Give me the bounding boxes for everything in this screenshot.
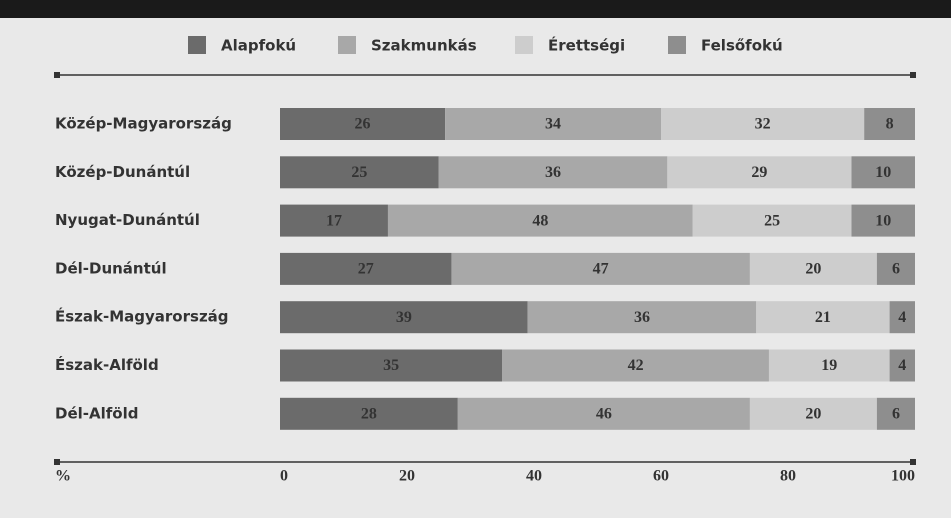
rule-end bbox=[54, 72, 60, 78]
rule-end bbox=[54, 459, 60, 465]
bar-segment bbox=[876, 252, 915, 285]
bar-segment bbox=[889, 301, 915, 334]
value-label: 47 bbox=[593, 261, 609, 278]
bar-segment bbox=[692, 204, 852, 237]
bar-segment bbox=[876, 397, 915, 430]
bar-segment bbox=[502, 349, 769, 382]
bar-segment bbox=[387, 204, 693, 237]
value-label: 20 bbox=[805, 405, 821, 422]
value-label: 4 bbox=[898, 357, 906, 374]
legend-label: Érettségi bbox=[548, 36, 625, 55]
bar-segment bbox=[280, 108, 446, 140]
legend-swatch bbox=[515, 36, 533, 54]
x-tick-label: 40 bbox=[526, 468, 542, 485]
value-label: 10 bbox=[875, 164, 891, 181]
bar-segment bbox=[851, 156, 915, 189]
value-label: 26 bbox=[355, 116, 371, 133]
bar-segment bbox=[280, 397, 458, 430]
value-label: 36 bbox=[634, 309, 650, 326]
legend-label: Alapfokú bbox=[221, 37, 296, 55]
legend-label: Felsőfokú bbox=[701, 37, 783, 55]
bar-segment bbox=[527, 301, 757, 334]
category-label: Észak-Magyarország bbox=[55, 307, 229, 326]
legend-swatch bbox=[668, 36, 686, 54]
bar-segment bbox=[451, 252, 750, 285]
header-band bbox=[0, 0, 951, 18]
value-label: 29 bbox=[751, 164, 767, 181]
rule-end bbox=[910, 72, 916, 78]
value-label: 21 bbox=[815, 309, 831, 326]
legend-label: Szakmunkás bbox=[371, 37, 477, 55]
value-label: 34 bbox=[545, 116, 561, 133]
value-label: 32 bbox=[755, 116, 771, 133]
bar-segment bbox=[445, 108, 661, 140]
value-label: 10 bbox=[875, 212, 891, 229]
x-tick-label: 100 bbox=[891, 468, 915, 485]
bar-segment bbox=[280, 349, 503, 382]
value-label: 4 bbox=[898, 309, 906, 326]
value-label: 36 bbox=[545, 164, 561, 181]
category-label: Dél-Alföld bbox=[55, 404, 138, 422]
value-label: 8 bbox=[886, 116, 894, 133]
x-tick-label: 20 bbox=[399, 468, 415, 485]
value-label: 39 bbox=[396, 309, 412, 326]
value-label: 25 bbox=[764, 212, 780, 229]
bar-segment bbox=[889, 349, 915, 382]
value-label: 35 bbox=[383, 357, 399, 374]
rule-end bbox=[910, 459, 916, 465]
value-label: 27 bbox=[358, 261, 374, 278]
bar-segment bbox=[851, 204, 915, 237]
value-label: 46 bbox=[596, 405, 612, 422]
category-label: Közép-Magyarország bbox=[55, 115, 232, 133]
category-label: Dél-Dunántúl bbox=[55, 259, 167, 277]
bar-segment bbox=[667, 156, 852, 189]
bar-segment bbox=[864, 108, 915, 140]
value-label: 48 bbox=[532, 212, 548, 229]
x-tick-label: 80 bbox=[780, 468, 796, 485]
value-label: 17 bbox=[326, 212, 342, 229]
bar-segment bbox=[749, 252, 877, 285]
value-label: 25 bbox=[351, 164, 367, 181]
value-label: 6 bbox=[892, 261, 900, 278]
bar-segment bbox=[457, 397, 750, 430]
bar-segment bbox=[749, 397, 877, 430]
bar-segment bbox=[661, 108, 865, 140]
value-label: 6 bbox=[892, 405, 900, 422]
value-label: 19 bbox=[821, 357, 837, 374]
bar-segment bbox=[280, 156, 439, 189]
bar-segment bbox=[756, 301, 890, 334]
bar-segment bbox=[280, 252, 452, 285]
category-label: Észak-Alföld bbox=[55, 355, 159, 374]
legend-swatch bbox=[188, 36, 206, 54]
bar-segment bbox=[280, 204, 388, 237]
bar-segment bbox=[438, 156, 668, 189]
value-label: 42 bbox=[628, 357, 644, 374]
bar-segment bbox=[280, 301, 528, 334]
category-label: Nyugat-Dunántúl bbox=[55, 211, 200, 229]
bar-segment bbox=[768, 349, 890, 382]
x-tick-label: 0 bbox=[280, 468, 288, 485]
value-label: 20 bbox=[805, 261, 821, 278]
x-tick-label: 60 bbox=[653, 468, 669, 485]
value-label: 28 bbox=[361, 405, 377, 422]
legend-swatch bbox=[338, 36, 356, 54]
category-label: Közép-Dunántúl bbox=[55, 163, 190, 181]
x-axis-label: % bbox=[55, 468, 71, 485]
